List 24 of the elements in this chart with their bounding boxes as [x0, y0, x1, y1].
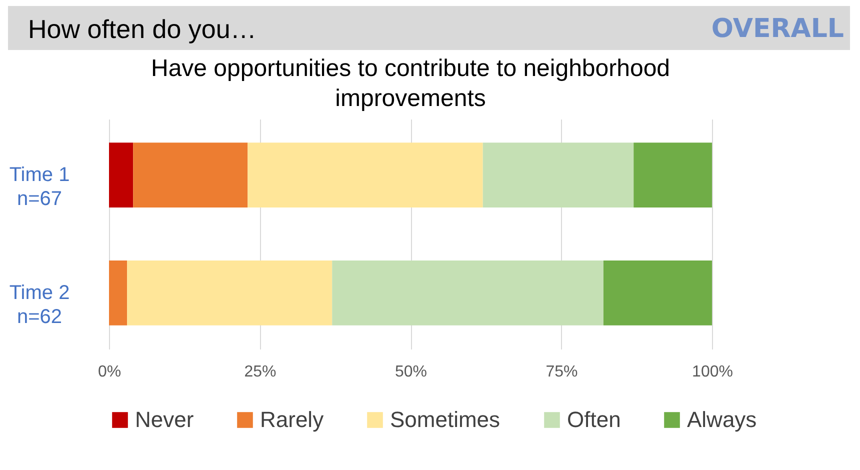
chart-subtitle: Have opportunities to contribute to neighborhood improvements	[150, 55, 670, 112]
bar	[332, 260, 604, 326]
x-tick-label: 50%	[394, 364, 428, 380]
legend-label: Sometimes	[390, 407, 500, 432]
bar	[603, 260, 712, 326]
x-tick-label: 75%	[546, 364, 578, 380]
bar	[482, 142, 634, 208]
legend-label: Always	[687, 407, 757, 432]
legend-label: Never	[135, 407, 194, 432]
bar	[109, 142, 134, 208]
bar	[133, 142, 248, 208]
y-tick-label: Time 1 n=67	[9, 164, 70, 210]
x-tick-label: 0%	[98, 364, 122, 380]
x-tick-label: 25%	[244, 364, 276, 380]
bar	[109, 260, 128, 326]
text: OVERALL	[711, 14, 844, 44]
chart-title: How often do you…	[28, 14, 256, 45]
legend-label: Rarely	[260, 407, 324, 432]
bar	[634, 142, 712, 208]
legend-label: Often	[567, 407, 621, 432]
bar	[248, 142, 483, 208]
y-tick-label: Time 2 n=62	[9, 282, 70, 328]
x-tick-label: 100%	[692, 364, 733, 380]
bar	[127, 260, 332, 326]
